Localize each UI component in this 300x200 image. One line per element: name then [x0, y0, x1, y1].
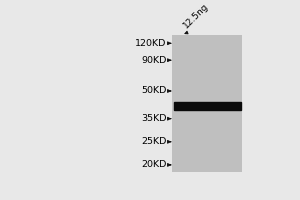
- Text: 50KD: 50KD: [141, 86, 166, 95]
- Text: 20KD: 20KD: [141, 160, 166, 169]
- Text: 90KD: 90KD: [141, 56, 166, 65]
- Text: 120KD: 120KD: [135, 39, 167, 48]
- Text: 35KD: 35KD: [141, 114, 167, 123]
- Text: 25KD: 25KD: [141, 137, 166, 146]
- Bar: [173, 102, 241, 110]
- Text: 12.5ng: 12.5ng: [181, 2, 210, 30]
